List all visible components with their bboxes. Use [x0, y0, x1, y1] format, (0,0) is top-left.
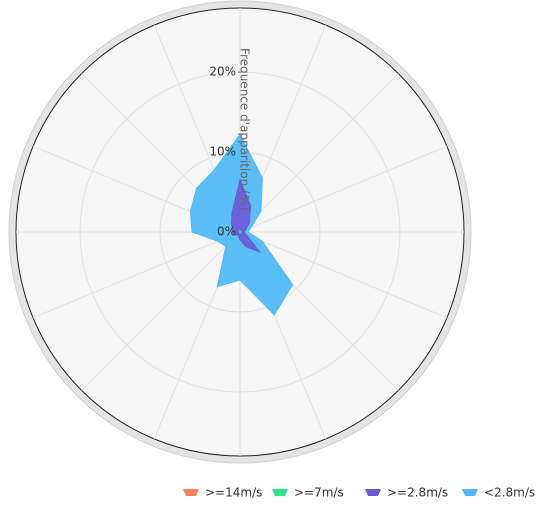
legend-swatch — [183, 489, 199, 496]
y-tick-label: 10% — [209, 145, 236, 159]
y-tick-label: 20% — [209, 65, 236, 79]
labels: 0% 10% 20% — [209, 65, 236, 239]
spoke — [239, 145, 448, 233]
marks — [189, 133, 294, 316]
axis-title: Frequence d'apparition (%) — [238, 48, 252, 211]
spoke — [239, 73, 399, 233]
legend-swatch — [462, 489, 478, 496]
legend-label: <2.8m/s — [484, 486, 535, 500]
spoke — [81, 231, 241, 391]
y-tick-label: 0% — [217, 225, 236, 239]
legend-swatch — [272, 489, 288, 496]
spoke — [32, 231, 241, 319]
area — [238, 228, 243, 235]
legend-swatch — [365, 489, 381, 496]
legend-label: >=2.8m/s — [387, 486, 448, 500]
legend-label: >=7m/s — [294, 486, 344, 500]
legend-label: >=14m/s — [205, 486, 262, 500]
grid-circle — [79, 71, 401, 393]
area — [231, 178, 262, 253]
spoke — [239, 231, 448, 319]
legend: >=14m/s >=7m/s >=2.8m/s <2.8m/s — [183, 486, 535, 500]
